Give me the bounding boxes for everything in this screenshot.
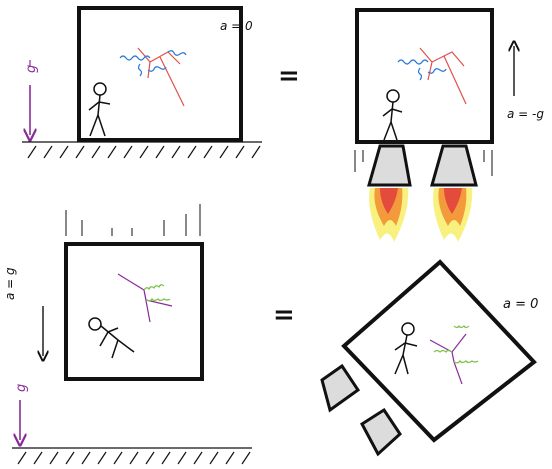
equals-sign-bottom: =	[273, 300, 295, 330]
feynman-diagram-bottom-right	[429, 324, 479, 385]
panel-falling-box: a = g g	[3, 204, 252, 465]
gravity-arrow-bottom-left: g	[14, 384, 29, 440]
rocket-flames	[369, 188, 473, 242]
stick-figure-bottom-left	[88, 317, 135, 359]
box-bottom-left	[64, 242, 204, 381]
ground-bottom-left	[12, 447, 252, 465]
motion-lines-top-right	[354, 150, 493, 176]
box-top-right	[355, 8, 494, 144]
panel-rocket: a = -g	[354, 8, 544, 242]
accel-label-bottom-right: a = 0	[503, 297, 538, 312]
feynman-diagram-top-right	[397, 47, 467, 105]
feynman-diagram-bottom-left	[117, 273, 173, 323]
rocket-nozzles	[367, 144, 478, 187]
accel-label-top-right: a = -g	[507, 107, 544, 121]
ground-top-left	[22, 141, 262, 159]
accel-label-top-left: a = 0	[220, 19, 253, 33]
equals-sign-top: =	[278, 61, 300, 91]
box-top-left	[77, 6, 243, 142]
motion-lines-bottom-left	[65, 204, 201, 236]
panel-rocket-in-space: a = 0	[320, 259, 538, 457]
feynman-diagram-top-left	[119, 47, 187, 107]
stick-figure-top-left	[88, 82, 111, 137]
accel-label-bottom-left: a = g	[3, 267, 17, 300]
gravity-arrow-top-left: g	[24, 60, 39, 135]
gravity-label-bottom-left: g	[14, 384, 29, 392]
gravity-label-top-left: g	[24, 65, 39, 73]
stick-figure-bottom-right	[394, 322, 418, 375]
rocket-nozzles-bottom-right	[320, 363, 402, 457]
stick-figure-top-right	[382, 89, 403, 141]
panel-box-on-ground: g	[22, 6, 262, 159]
